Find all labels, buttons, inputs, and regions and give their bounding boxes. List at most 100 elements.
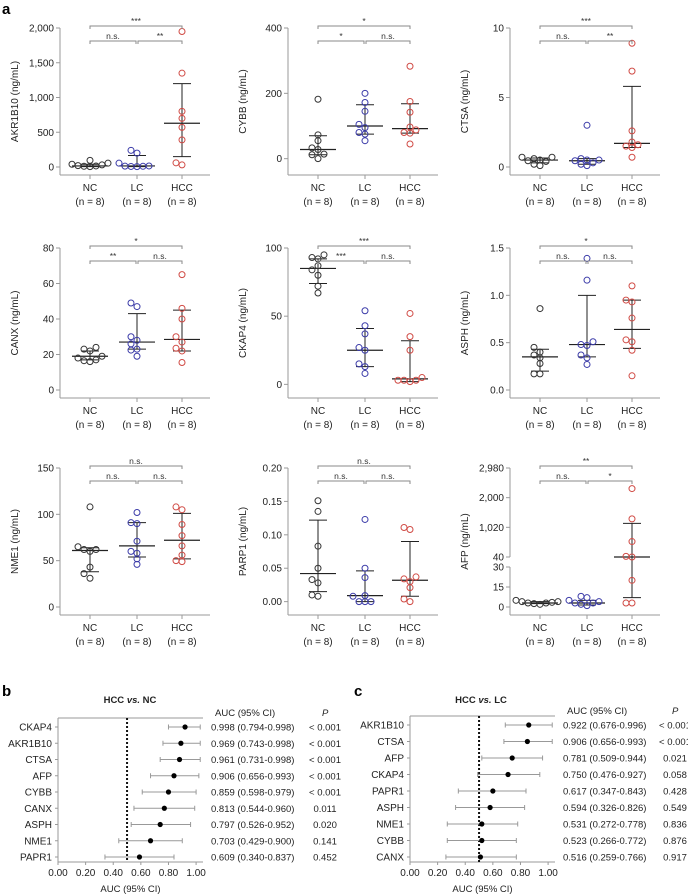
auc-point (479, 837, 485, 844)
data-point-nc (314, 131, 322, 139)
significance-bracket (317, 465, 411, 469)
p-value-text: < 0.001 (309, 755, 341, 766)
data-point-hcc (178, 551, 186, 559)
forest-panels: HCC vs. NC 0.00 0.20 0.40 0.60 0.80 1.00 AUC (9… (8, 695, 688, 895)
data-point-hcc (178, 123, 186, 131)
y-tick-label: 1,500 (29, 58, 54, 69)
data-point-hcc (178, 338, 186, 346)
data-point-nc (86, 574, 94, 582)
x-category-n: (n = 8) (75, 637, 104, 648)
data-point-hcc (628, 515, 636, 523)
x-category-label: NC (83, 406, 97, 417)
p-value-text: 0.020 (313, 820, 337, 831)
data-point-hcc (400, 575, 408, 583)
auc-point (526, 722, 532, 728)
data-point-hcc (172, 159, 180, 167)
scatter-panel-ckap4: 0 50 100 CKAP4 (ng/mL) NC (n = 8) LC (n = 8) HCC… (238, 236, 438, 431)
data-point-lc (355, 344, 363, 352)
data-point-nc (536, 305, 544, 313)
auc-point (182, 724, 188, 730)
marker-label: NME1 (376, 820, 404, 831)
significance-label: n.s. (106, 471, 120, 481)
forest-title-part: vs. (127, 695, 140, 706)
data-point-nc (86, 547, 94, 555)
data-point-lc (361, 369, 369, 377)
auc-point (505, 771, 511, 778)
significance-bracket (317, 25, 411, 29)
significance-label: *** (581, 16, 592, 26)
x-category-n: (n = 8) (167, 637, 196, 648)
significance-label: * (134, 236, 138, 246)
x-category-n: (n = 8) (167, 420, 196, 431)
data-point-nc (314, 542, 322, 550)
data-point-lc (133, 549, 141, 557)
scatter-panel-asph: 0.0 0.5 1.0 1.5 ASPH (ng/mL) NC (n = 8) LC (n = … (460, 236, 660, 431)
data-point-hcc (628, 127, 636, 135)
x-category-label: LC (131, 183, 144, 194)
data-point-lc (361, 515, 369, 523)
data-point-hcc (622, 599, 630, 607)
data-point-lc (355, 120, 363, 128)
data-point-nc (548, 153, 556, 161)
x-category-label: LC (581, 623, 594, 634)
significance-bracket (539, 260, 587, 264)
significance-label: * (584, 236, 588, 246)
data-point-nc (512, 596, 520, 604)
data-point-lc (133, 352, 141, 360)
data-point-nc (314, 95, 322, 103)
data-point-lc (583, 276, 591, 284)
auc-point (178, 740, 184, 746)
data-point-lc (133, 303, 141, 311)
x-category-label: LC (359, 406, 372, 417)
significance-label: n.s. (603, 251, 617, 261)
data-point-lc (355, 598, 363, 606)
data-point-nc (308, 576, 316, 584)
data-point-nc (314, 564, 322, 572)
data-point-nc (98, 352, 106, 360)
data-point-hcc (178, 358, 186, 366)
x-category-n: (n = 8) (617, 420, 646, 431)
y-tick-label: 2,000 (29, 24, 54, 35)
significance-label: ** (583, 456, 590, 466)
data-point-hcc (178, 27, 186, 35)
significance-bracket (137, 40, 183, 44)
data-point-hcc (178, 532, 186, 540)
data-point-hcc (178, 271, 186, 279)
scatter-panel-canx: 0 20 40 60 80 CANX (ng/mL) NC (n = 8) LC (n = 8) H… (10, 236, 210, 431)
data-point-lc (127, 519, 135, 527)
data-point-lc (121, 162, 129, 170)
x-category-label: NC (83, 183, 97, 194)
data-point-nc (518, 598, 526, 606)
x-category-n: (n = 8) (525, 420, 554, 431)
auc-point (487, 804, 493, 811)
auc-ci-text: 0.922 (0.676-0.996) (563, 721, 646, 732)
data-point-nc (548, 598, 556, 606)
data-point-lc (583, 121, 591, 129)
significance-bracket (137, 260, 183, 264)
auc-point (524, 738, 530, 745)
data-point-lc (145, 162, 153, 170)
p-value-text: 0.021 (663, 754, 687, 765)
y-tick-label: 0 (48, 163, 54, 174)
data-point-hcc (400, 376, 408, 384)
data-point-nc (314, 497, 322, 505)
x-category-label: NC (533, 183, 547, 194)
data-point-hcc (622, 142, 630, 150)
data-point-lc (133, 537, 141, 545)
data-point-lc (127, 547, 135, 555)
significance-bracket (587, 480, 633, 484)
y-tick-label: 100 (37, 510, 54, 521)
data-point-hcc (622, 552, 630, 560)
x-category-label: HCC (399, 623, 421, 634)
y-tick-label: 0 (48, 386, 54, 397)
significance-label: ** (607, 31, 614, 41)
marker-label: ASPH (377, 803, 404, 814)
significance-bracket (89, 25, 183, 29)
x-category-n: (n = 8) (395, 197, 424, 208)
auc-ci-text: 0.998 (0.794-0.998) (211, 723, 294, 734)
x-category-n: (n = 8) (303, 637, 332, 648)
y-axis-label: AKR1B10 (ng/mL) (10, 61, 21, 142)
auc-ci-text: 0.969 (0.743-0.998) (211, 739, 294, 750)
p-value-text: < 0.001 (659, 737, 688, 748)
data-point-lc (361, 107, 369, 115)
